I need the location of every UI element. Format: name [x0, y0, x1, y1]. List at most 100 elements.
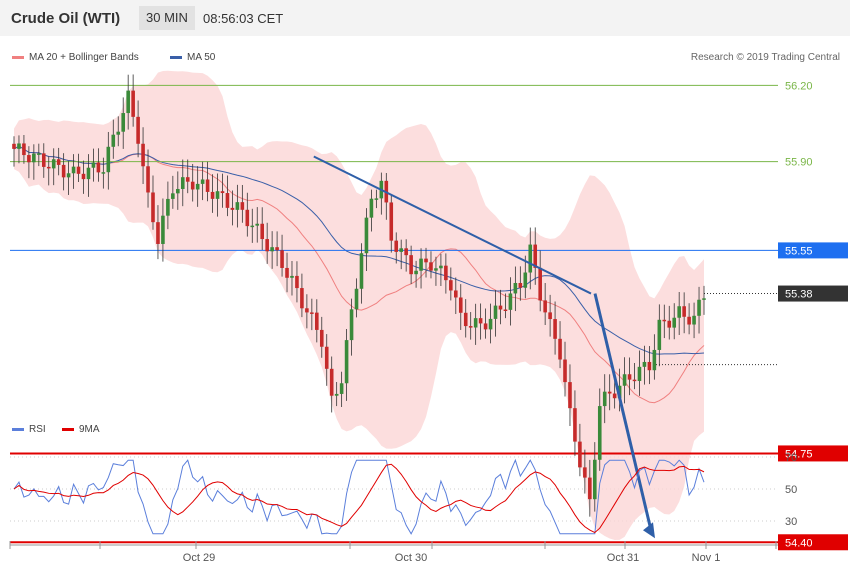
candle-body [240, 202, 245, 210]
level-label-1: 55.90 [785, 157, 813, 169]
candle-body [195, 183, 200, 190]
ma20-swatch [12, 55, 24, 59]
candle-body [449, 280, 453, 291]
candle-body [329, 368, 334, 396]
candle-body [563, 359, 567, 383]
candle-body [22, 143, 26, 156]
candle-body [493, 305, 498, 319]
candle-body [319, 329, 324, 347]
level-label-2: 55.55 [785, 245, 813, 257]
candle-body [389, 202, 394, 241]
candle-body [578, 441, 582, 468]
candle-body [453, 290, 458, 298]
candle-body [503, 309, 508, 312]
candle-body [106, 146, 111, 173]
candle-body [121, 113, 126, 132]
candle-body [677, 306, 681, 318]
candle-body [538, 267, 542, 301]
forecast-arrow [593, 293, 653, 531]
candle-body [463, 312, 468, 327]
candle-body [81, 173, 86, 180]
rsi-tick-30: 30 [785, 516, 797, 528]
level-label-bg-4 [778, 445, 848, 462]
candle-body [61, 164, 66, 178]
candle-body [349, 309, 354, 341]
legend-rsi: RSI [12, 424, 46, 435]
candle-body [51, 159, 56, 169]
candle-body [131, 90, 135, 117]
candle-body [295, 275, 299, 289]
instrument-title: Crude Oil (WTI) [11, 10, 121, 27]
candle-body [225, 193, 230, 208]
candle-body [488, 318, 493, 330]
candle-body [86, 167, 91, 180]
timestamp: 08:56:03 CET [203, 11, 284, 26]
candle-body [270, 247, 274, 252]
trendline [313, 155, 592, 295]
candle-body [513, 282, 518, 294]
candle-body [344, 340, 349, 384]
candle-body [478, 318, 483, 324]
candle-body [220, 191, 225, 194]
candle-body [339, 383, 344, 394]
candle-body [190, 181, 195, 190]
candle-body [404, 248, 408, 256]
candle-body [553, 319, 557, 339]
candle-body [374, 198, 379, 200]
level-label-5: 54.40 [785, 537, 813, 549]
candle-body [305, 308, 309, 313]
candle-body [285, 267, 289, 278]
candle-body [364, 217, 369, 254]
candle-body [612, 393, 617, 399]
candle-body [200, 179, 205, 184]
candle-body [687, 316, 691, 325]
candle-body [116, 131, 121, 135]
candle-body [265, 239, 269, 252]
legend-ma20: MA 20 + Bollinger Bands [12, 52, 139, 63]
candle-body [176, 188, 180, 194]
bollinger-band [14, 70, 704, 540]
candle-body [151, 192, 155, 223]
candle-body [205, 179, 210, 192]
level-label-bg-2 [778, 242, 848, 259]
candle-body [458, 297, 463, 313]
candle-body [369, 198, 374, 218]
candle-body [394, 240, 399, 252]
candle-body [424, 258, 428, 263]
candle-body [12, 143, 16, 149]
candle-body [210, 191, 215, 199]
legend-9ma-label: 9MA [79, 424, 100, 435]
candle-body [483, 323, 488, 330]
forecast-arrowhead [643, 522, 655, 539]
candle-body [66, 173, 71, 178]
candle-body [592, 459, 597, 500]
candle-body [508, 293, 513, 310]
candle-body [414, 270, 418, 275]
candle-body [324, 346, 329, 369]
x-label-2: Oct 31 [607, 552, 639, 564]
candle-body [136, 116, 140, 144]
candle-body [215, 191, 220, 199]
candle-body [568, 382, 572, 409]
level-label-0: 56.20 [785, 80, 813, 92]
timeframe-badge[interactable]: 30 MIN [139, 6, 195, 30]
candle-body [315, 312, 319, 330]
candle-body [558, 338, 562, 360]
candle-body [434, 268, 438, 271]
candle-body [622, 374, 627, 386]
candle-body [56, 159, 61, 165]
rsi-ma-line [13, 463, 705, 534]
ma50-swatch [170, 55, 182, 59]
level-label-3: 55.38 [785, 289, 813, 301]
candle-body [657, 319, 662, 350]
candle-body [310, 312, 314, 314]
candle-body [533, 244, 538, 268]
legend-9ma: 9MA [62, 424, 100, 435]
candle-body [637, 366, 642, 382]
rsi-tick-50: 50 [785, 484, 797, 496]
legend-ma50: MA 50 [170, 52, 215, 63]
candle-body [607, 391, 612, 394]
candle-body [96, 162, 101, 173]
candle-body [652, 349, 657, 371]
candle-body [692, 315, 696, 325]
